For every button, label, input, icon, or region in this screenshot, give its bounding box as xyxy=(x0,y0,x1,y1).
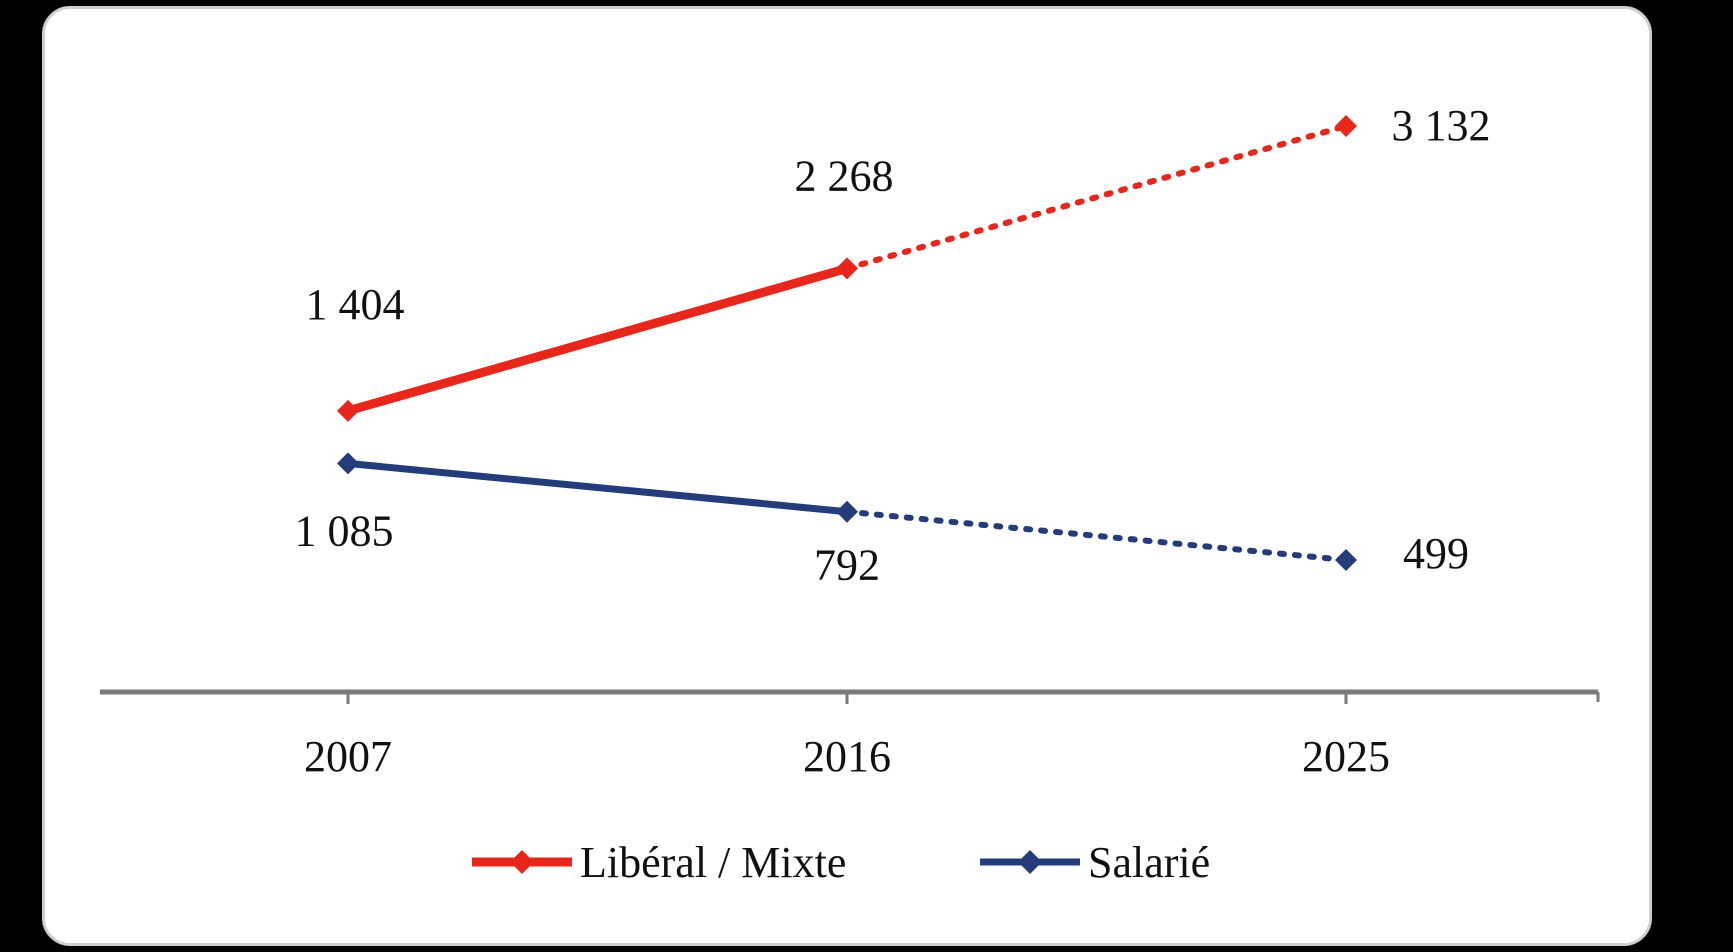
series-projection-0 xyxy=(844,123,1349,272)
legend-marker-1 xyxy=(1018,850,1042,874)
series-projection-1 xyxy=(844,508,1349,563)
data-label-0-2016: 2 268 xyxy=(795,151,894,200)
data-labels: 1 404 2 268 3 132 1 085 792 499 xyxy=(295,101,1491,590)
legend-label-0: Libéral / Mixte xyxy=(580,838,846,887)
data-label-0-2007: 1 404 xyxy=(306,280,405,329)
series-layer xyxy=(337,115,1357,571)
x-axis: 2007 2016 2025 xyxy=(100,689,1600,781)
data-label-0-2025: 3 132 xyxy=(1392,101,1491,150)
chart-frame xyxy=(42,6,1652,946)
x-tick-label-2007: 2007 xyxy=(304,732,392,781)
series-line-1 xyxy=(344,459,851,516)
series-1-point-2007 xyxy=(337,452,359,475)
data-label-1-2025: 499 xyxy=(1403,529,1469,578)
legend-marker-0 xyxy=(510,850,534,874)
x-tick-label-2016: 2016 xyxy=(803,732,891,781)
data-label-1-2007: 1 085 xyxy=(295,506,394,555)
series-1-point-2016 xyxy=(836,500,858,523)
series-0-point-2025 xyxy=(1335,115,1357,137)
series-0-point-2007 xyxy=(337,399,359,422)
series-0-point-2016 xyxy=(836,257,858,280)
data-label-1-2016: 792 xyxy=(814,541,880,590)
legend-label-1: Salarié xyxy=(1088,838,1210,887)
series-line-0 xyxy=(343,263,852,416)
x-tick-label-2025: 2025 xyxy=(1302,732,1390,781)
legend: Libéral / Mixte Salarié xyxy=(472,838,1210,887)
series-1-point-2025 xyxy=(1335,549,1357,571)
